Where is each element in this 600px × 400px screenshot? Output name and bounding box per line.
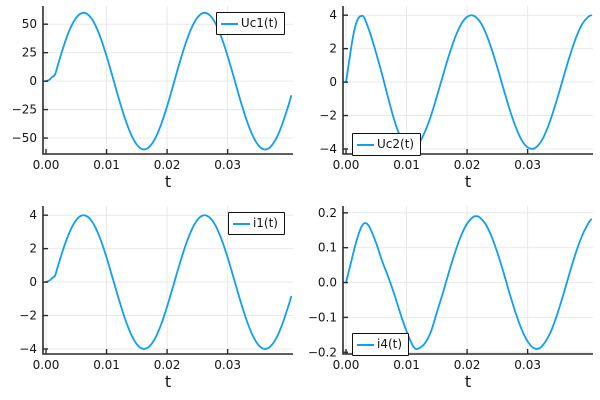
series-line-i1(t)	[45, 214, 293, 350]
uc2-legend-line-sample	[357, 143, 374, 146]
svg-text:0.00: 0.00	[33, 358, 60, 372]
axes-spines	[42, 6, 293, 155]
svg-text:0: 0	[29, 275, 37, 289]
svg-text:−2: −2	[19, 309, 37, 323]
svg-text:0.03: 0.03	[514, 158, 541, 172]
axes-spines	[342, 6, 593, 155]
tick-labels: 0.00 0.01 0.02 0.03 4 2 0 −2 −4	[19, 208, 241, 372]
series-line-Uc1(t)	[45, 11, 293, 151]
svg-text:0.2: 0.2	[318, 206, 337, 220]
svg-text:0.02: 0.02	[154, 158, 181, 172]
svg-text:0: 0	[329, 75, 337, 89]
uc2-legend-box: Uc2(t)	[352, 133, 422, 156]
uc1-plot-canvas: 0.00 0.01 0.02 0.03 50 25 0 −25 −50	[12, 6, 293, 172]
series-line-Uc2(t)	[345, 14, 593, 151]
tick-marks	[43, 23, 229, 154]
uc1-xaxis-label: t	[164, 172, 172, 191]
subplot-i1: 0.00 0.01 0.02 0.03 4 2 0 −2 −4 i1(t) t	[0, 200, 300, 400]
subplot-uc1: 0.00 0.01 0.02 0.03 50 25 0 −25 −50 Uc1(t) t	[0, 0, 300, 200]
tick-marks	[43, 214, 229, 354]
uc1-legend-label: Uc1(t)	[240, 16, 278, 30]
svg-text:−4: −4	[19, 342, 37, 356]
svg-text:0.02: 0.02	[454, 358, 481, 372]
uc1-legend-box: Uc1(t)	[215, 12, 285, 35]
gridlines	[43, 6, 293, 154]
svg-text:0.02: 0.02	[154, 358, 181, 372]
uc1-legend-line-sample	[220, 22, 238, 25]
svg-text:2: 2	[29, 242, 37, 256]
i1-xaxis-label: t	[164, 372, 172, 391]
svg-text:0.1: 0.1	[318, 241, 337, 255]
i4-xaxis-label: t	[464, 372, 472, 391]
i4-plot-canvas: 0.00 0.01 0.02 0.03 0.2 0.1 0.0 −0.1 −0.2	[308, 206, 593, 372]
svg-text:4: 4	[29, 208, 37, 222]
i1-plot-canvas: 0.00 0.01 0.02 0.03 4 2 0 −2 −4	[19, 206, 293, 372]
svg-text:−4: −4	[319, 142, 337, 156]
svg-text:−50: −50	[12, 131, 37, 145]
tick-labels: 0.00 0.01 0.02 0.03 50 25 0 −25 −50	[12, 17, 241, 172]
svg-text:−25: −25	[12, 103, 37, 117]
gridlines	[343, 206, 593, 354]
svg-text:0: 0	[29, 74, 37, 88]
svg-text:0.01: 0.01	[393, 158, 420, 172]
uc2-xaxis-label: t	[464, 172, 472, 191]
i1-legend-label: i1(t)	[252, 216, 278, 230]
svg-text:0.03: 0.03	[514, 358, 541, 372]
svg-text:50: 50	[22, 17, 37, 31]
uc2-legend-label: Uc2(t)	[377, 137, 415, 151]
gridlines	[43, 206, 293, 354]
svg-text:0.00: 0.00	[33, 158, 60, 172]
tick-marks	[343, 212, 529, 354]
tick-labels: 0.00 0.01 0.02 0.03 0.2 0.1 0.0 −0.1 −0.2	[308, 206, 541, 372]
svg-text:2: 2	[329, 42, 337, 56]
subplot-uc2: 0.00 0.01 0.02 0.03 4 2 0 −2 −4 Uc2(t) t	[300, 0, 600, 200]
i4-legend-box: i4(t)	[352, 333, 410, 356]
svg-text:4: 4	[329, 8, 337, 22]
svg-text:25: 25	[22, 46, 37, 60]
i4-legend-line-sample	[357, 343, 374, 346]
axes-spines	[342, 206, 593, 355]
svg-text:0.01: 0.01	[93, 158, 120, 172]
uc2-plot-canvas: 0.00 0.01 0.02 0.03 4 2 0 −2 −4	[319, 6, 593, 172]
tick-labels: 0.00 0.01 0.02 0.03 4 2 0 −2 −4	[319, 8, 541, 172]
svg-text:0.02: 0.02	[454, 158, 481, 172]
axes-spines	[42, 206, 293, 355]
svg-text:−0.1: −0.1	[308, 310, 337, 324]
svg-text:0.03: 0.03	[214, 158, 241, 172]
subplot-i4: 0.00 0.01 0.02 0.03 0.2 0.1 0.0 −0.1 −0.2 i4(t) …	[300, 200, 600, 400]
i1-legend-box: i1(t)	[227, 212, 285, 235]
svg-text:0.00: 0.00	[333, 158, 360, 172]
svg-text:0.01: 0.01	[393, 358, 420, 372]
svg-text:0.03: 0.03	[214, 358, 241, 372]
i1-legend-line-sample	[232, 222, 250, 225]
series-line-i4(t)	[345, 215, 593, 351]
svg-text:0.00: 0.00	[333, 358, 360, 372]
svg-text:−0.2: −0.2	[308, 345, 337, 359]
svg-text:−2: −2	[319, 109, 337, 123]
gridlines	[343, 6, 593, 154]
svg-text:0.01: 0.01	[93, 358, 120, 372]
i4-legend-label: i4(t)	[377, 337, 403, 351]
svg-text:0.0: 0.0	[318, 276, 337, 290]
